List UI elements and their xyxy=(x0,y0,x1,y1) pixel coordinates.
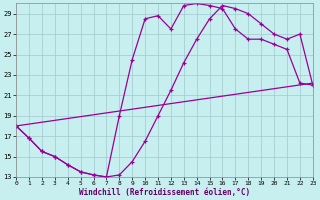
X-axis label: Windchill (Refroidissement éolien,°C): Windchill (Refroidissement éolien,°C) xyxy=(79,188,250,197)
